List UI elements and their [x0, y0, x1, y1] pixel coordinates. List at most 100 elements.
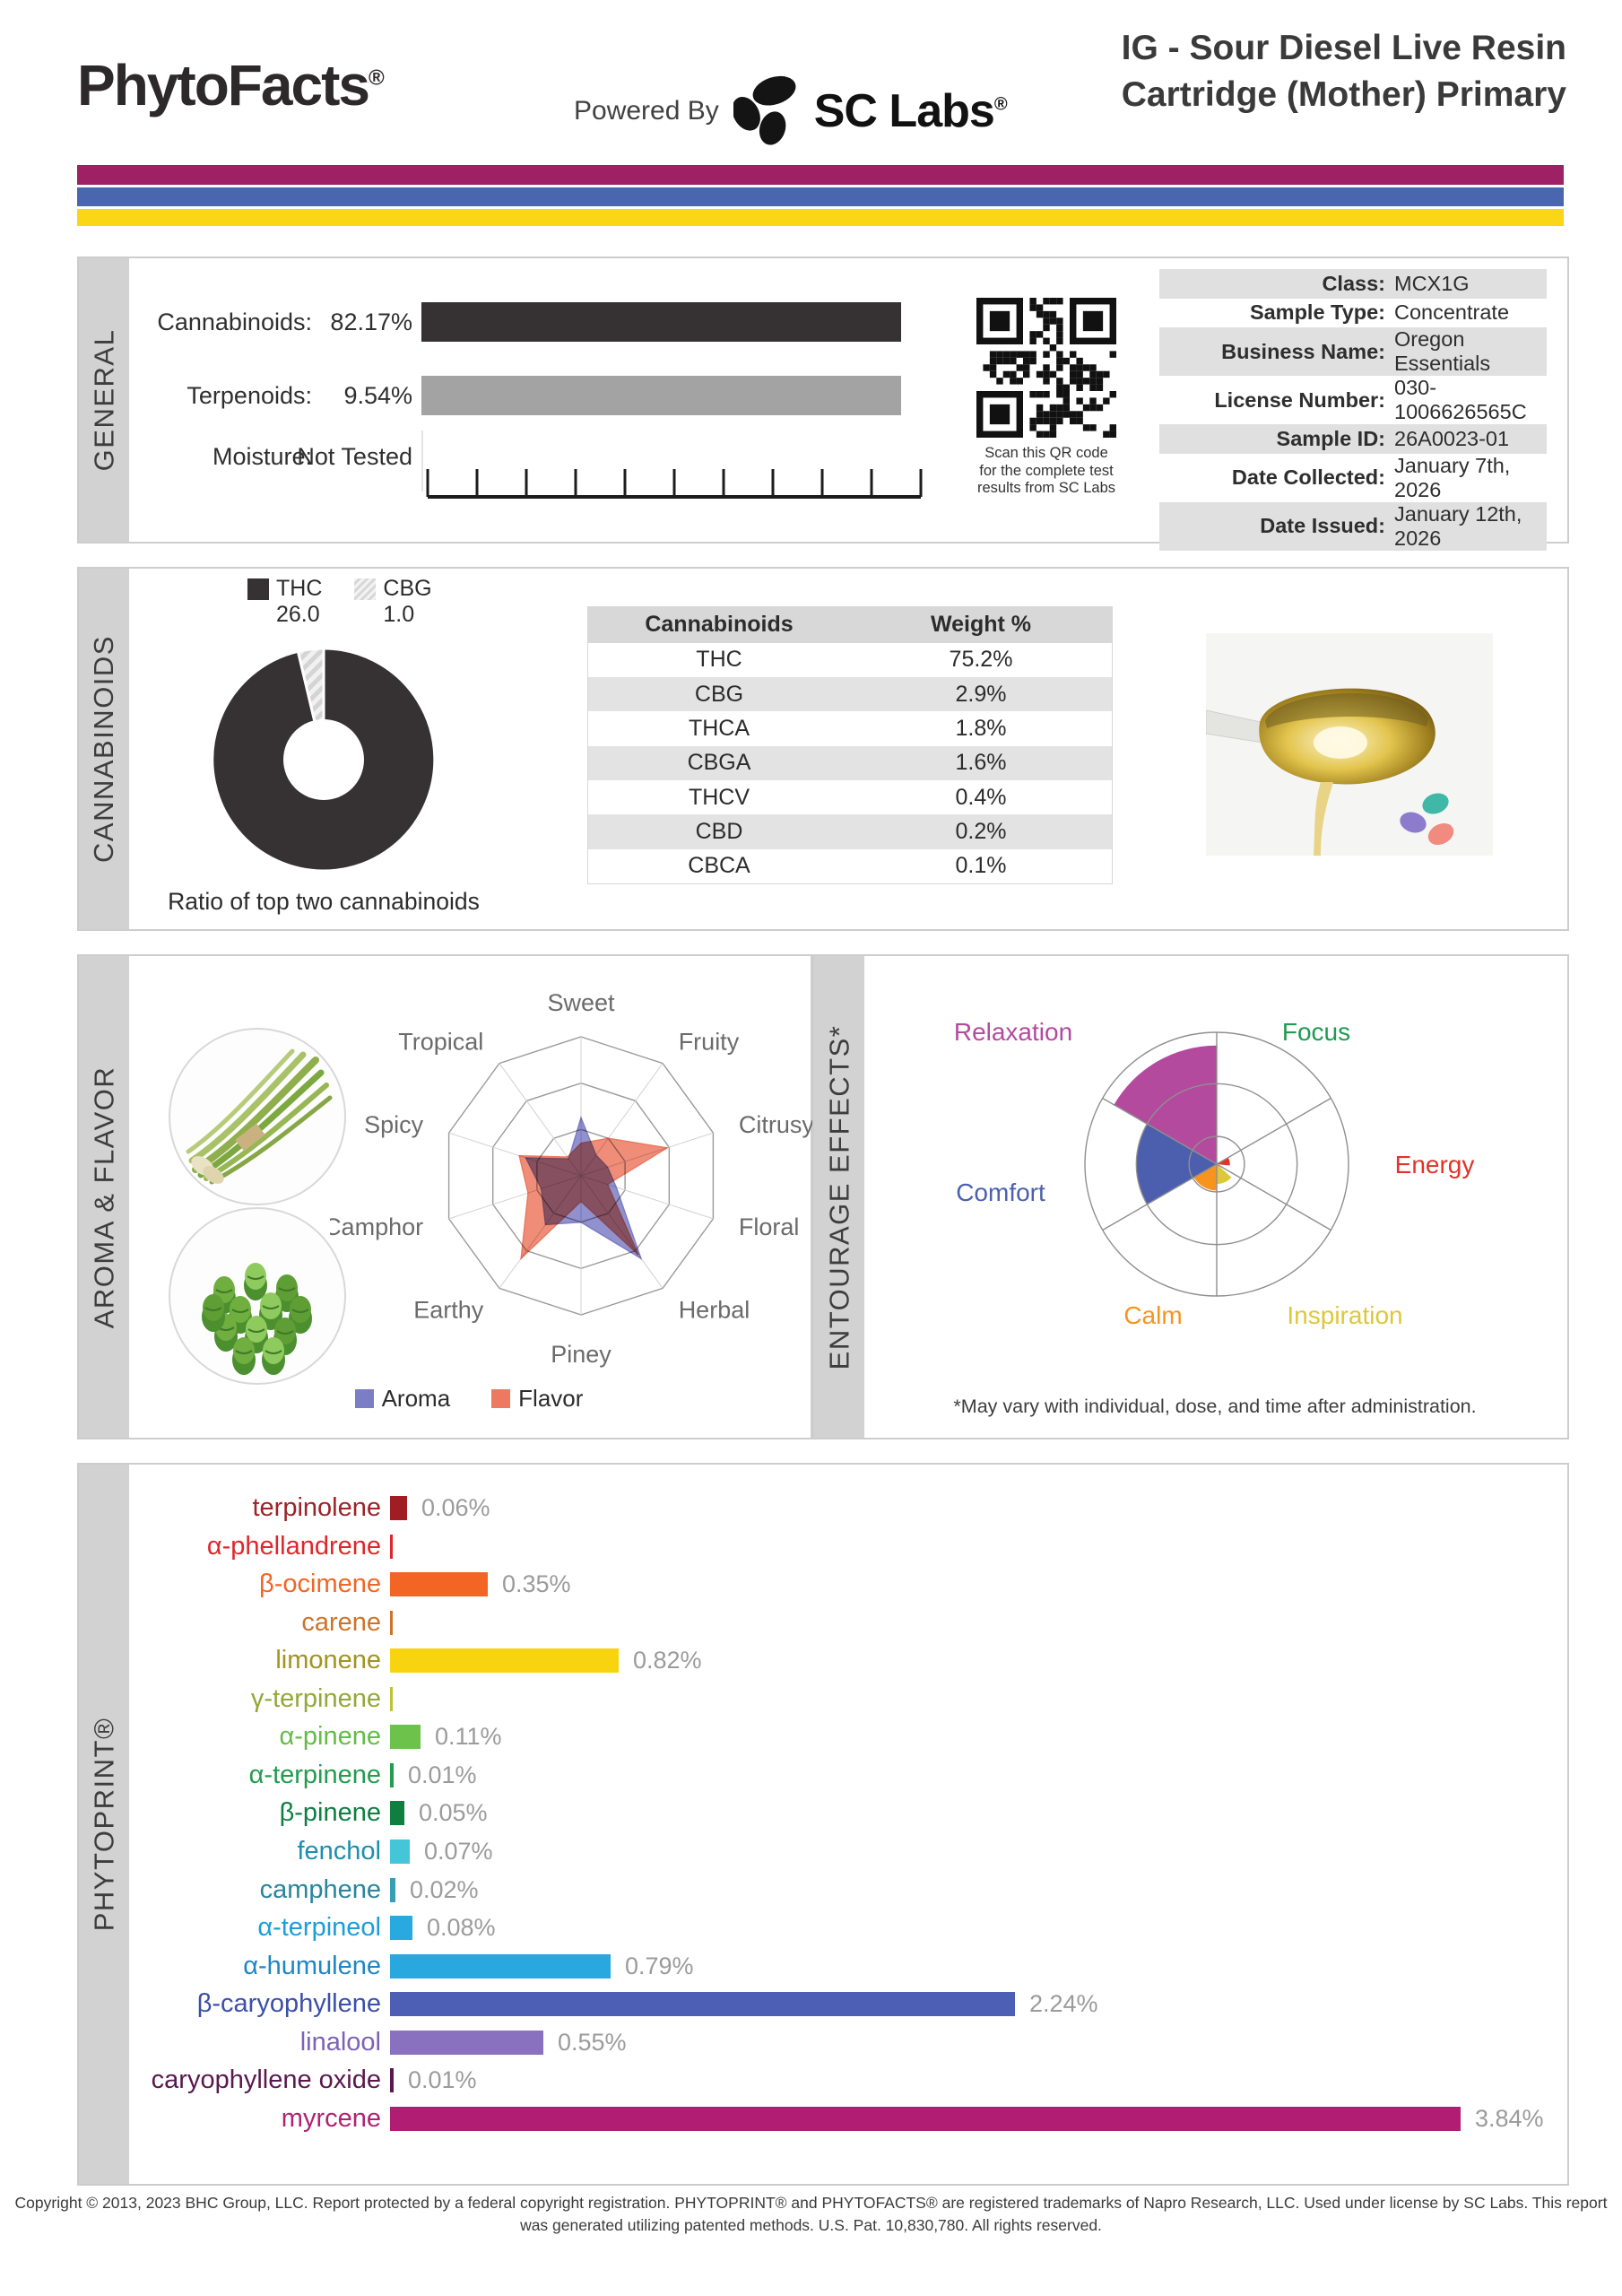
radar-legend-item: Flavor	[491, 1385, 583, 1413]
info-value: 030-1006626565C	[1394, 376, 1527, 423]
terpene-row: terpinolene 0.06%	[79, 1489, 1564, 1527]
info-label: Date Issued:	[1260, 514, 1385, 537]
radar-legend-label: Flavor	[518, 1385, 584, 1412]
terpene-bar	[390, 1534, 393, 1559]
terpene-row: α-humulene 0.79%	[79, 1947, 1564, 1986]
report-title-line1: IG - Sour Diesel Live Resin	[1121, 29, 1566, 67]
info-row: Date Collected: January 7th, 2026	[1159, 454, 1547, 502]
legend-value: 26.0	[276, 602, 320, 627]
radar-axis-label: Piney	[551, 1341, 612, 1368]
terpene-bar	[390, 1725, 421, 1750]
accent-stripe-blue	[77, 187, 1564, 206]
aroma-swatch-icon	[354, 1389, 374, 1408]
section-phytoprint-sidebar: PHYTOPRINT®	[79, 1465, 129, 2184]
section-aroma-label: AROMA & FLAVOR	[88, 1065, 120, 1328]
sclabs-wordmark: SC Labs®	[813, 85, 1008, 137]
section-general-sidebar: GENERAL	[79, 258, 129, 542]
info-label: Sample Type:	[1249, 300, 1385, 325]
info-label: Date Collected:	[1231, 465, 1385, 489]
polar-chart	[1084, 1031, 1349, 1297]
terpene-bar	[390, 1992, 1015, 2017]
radar-axis-label: Sweet	[547, 989, 615, 1016]
terpene-value: 0.05%	[419, 1799, 488, 1827]
terpene-value: 0.08%	[427, 1914, 496, 1941]
legend-item: THC 26.0	[247, 576, 322, 628]
terpene-value: 0.01%	[408, 1761, 477, 1788]
cannabinoid-row: CBG 2.9%	[587, 676, 1113, 712]
terpene-label: carene	[301, 1607, 381, 1637]
terpene-row: α-terpineol 0.08%	[79, 1909, 1564, 1947]
terpene-bar	[390, 1648, 619, 1674]
terpene-value: 0.82%	[633, 1647, 702, 1674]
info-value: Concentrate	[1394, 300, 1510, 325]
terpene-bar	[390, 2068, 394, 2093]
info-row: Sample Type: Concentrate	[1159, 299, 1547, 328]
terpene-label: caryophyllene oxide	[151, 2066, 381, 2095]
section-general: GENERAL Cannabinoids: 82.17% Terpenoids: 9.…	[77, 257, 1569, 551]
terpene-value: 3.84%	[1475, 2104, 1544, 2132]
terpene-row: carene	[79, 1604, 1564, 1642]
powered-by: Powered By SC Labs®	[574, 75, 1008, 147]
section-cannabinoids: CANNABINOIDS THC 26.0 CBG 1.0 Ratio of top t…	[77, 567, 1569, 931]
terpene-row: α-pinene 0.11%	[79, 1718, 1564, 1756]
info-row: Sample ID: 26A0023-01	[1159, 424, 1547, 454]
cannabinoid-row: CBCA 0.1%	[587, 848, 1113, 884]
legend-label: THC	[276, 576, 323, 601]
info-label: Class:	[1322, 271, 1385, 295]
info-row: Class: MCX1G	[1159, 269, 1547, 299]
terpene-row: α-terpinene 0.01%	[79, 1756, 1564, 1795]
terpene-bar	[390, 1839, 410, 1864]
metric-row: Cannabinoids: 82.17%	[79, 301, 1155, 343]
terpene-row: camphene 0.02%	[79, 1871, 1564, 1909]
terpene-label: terpinolene	[252, 1493, 382, 1522]
effect-label-comfort: Comfort	[956, 1178, 1045, 1206]
terpene-bar	[390, 2030, 543, 2055]
info-label: License Number:	[1214, 387, 1385, 412]
hops-photo	[169, 1207, 346, 1385]
info-row: Date Issued: January 12th, 2026	[1159, 501, 1547, 551]
registered-mark: ®	[368, 65, 385, 91]
cannabinoid-name: CBCA	[688, 853, 750, 879]
terpene-label: β-pinene	[279, 1798, 381, 1828]
thc-legend-swatch-icon	[247, 578, 269, 600]
radar-axis-label: Herbal	[679, 1297, 750, 1324]
terpene-value: 0.02%	[410, 1875, 479, 1903]
terpene-row: linalool 0.55%	[79, 2023, 1564, 2062]
report-title: IG - Sour Diesel Live Resin Cartridge (M…	[1122, 25, 1566, 118]
radar-axis-label: Citrusy	[739, 1111, 815, 1138]
cannabinoid-weight: 0.1%	[955, 853, 1007, 879]
terpene-label: myrcene	[281, 2103, 381, 2133]
terpene-bar	[390, 1762, 394, 1787]
info-value: 26A0023-01	[1394, 426, 1510, 450]
terpene-bar	[390, 1877, 395, 1902]
terpene-value: 0.07%	[424, 1837, 493, 1865]
terpene-label: limonene	[275, 1646, 381, 1675]
lemongrass-photo	[169, 1028, 346, 1205]
cannabinoid-table-header: Cannabinoids Weight %	[587, 606, 1113, 643]
legend-value: 1.0	[383, 602, 415, 627]
footer-copyright-line1: Copyright © 2013, 2023 BHC Group, LLC. R…	[14, 2194, 1608, 2212]
terpene-bar	[390, 1916, 412, 1940]
effect-label-inspiration: Inspiration	[1287, 1301, 1403, 1329]
cannabinoid-weight: 1.6%	[955, 750, 1007, 776]
cannabinoid-name: CBD	[695, 819, 743, 845]
metric-label: Terpenoids:	[186, 382, 312, 409]
metric-value: 82.17%	[330, 309, 412, 335]
cannabinoid-weight: 0.4%	[955, 784, 1007, 810]
radar-legend-item: Aroma	[354, 1385, 450, 1413]
info-value: January 7th, 2026	[1394, 453, 1511, 501]
terpene-label: fenchol	[297, 1836, 381, 1866]
phytofacts-logo-text: PhytoFacts	[77, 53, 370, 117]
cannabinoid-row: THCV 0.4%	[587, 780, 1113, 815]
section-cannabinoids-sidebar: CANNABINOIDS	[79, 569, 129, 929]
info-label: Sample ID:	[1276, 426, 1385, 450]
accent-stripe-magenta	[77, 165, 1564, 185]
cannabinoid-row: CBGA 1.6%	[587, 745, 1113, 781]
terpene-row: α-phellandrene	[79, 1527, 1564, 1566]
effect-label-relaxation: Relaxation	[953, 1018, 1073, 1046]
phytofacts-logo: PhytoFacts®	[77, 52, 385, 118]
terpene-label: camphene	[259, 1874, 381, 1904]
qr-caption: Scan this QR code for the complete test re…	[976, 445, 1116, 496]
terpene-label: α-terpineol	[257, 1913, 381, 1942]
